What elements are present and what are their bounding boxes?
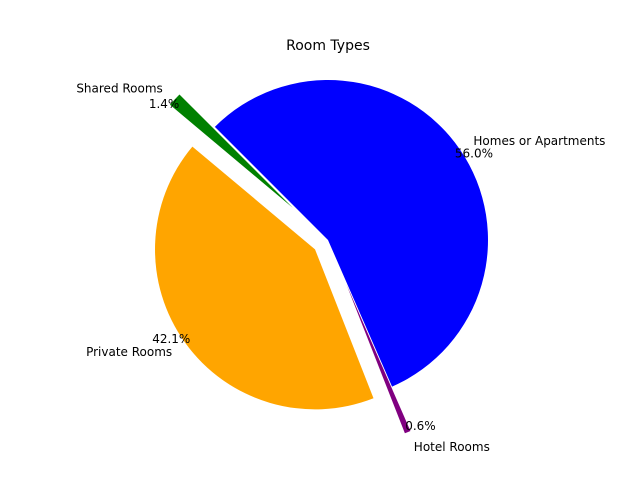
slice-label: Homes or Apartments — [473, 134, 605, 148]
slice-label: Private Rooms — [86, 345, 172, 359]
slice-label: Shared Rooms — [76, 82, 162, 96]
chart-title: Room Types — [286, 38, 370, 54]
slice-percent-label: 56.0% — [455, 146, 493, 160]
pie-slice-shared-rooms — [169, 94, 293, 208]
slice-percent-label: 42.1% — [152, 332, 190, 346]
pie-slice-homes-or-apartments — [214, 80, 488, 387]
slice-percent-label: 1.4% — [149, 97, 180, 111]
slice-label: Hotel Rooms — [414, 440, 490, 454]
pie-slice-hotel-rooms — [346, 284, 411, 434]
pie-slice-private-rooms — [155, 146, 374, 410]
pie-slices — [155, 80, 488, 434]
slice-percent-label: 0.6% — [405, 419, 436, 433]
